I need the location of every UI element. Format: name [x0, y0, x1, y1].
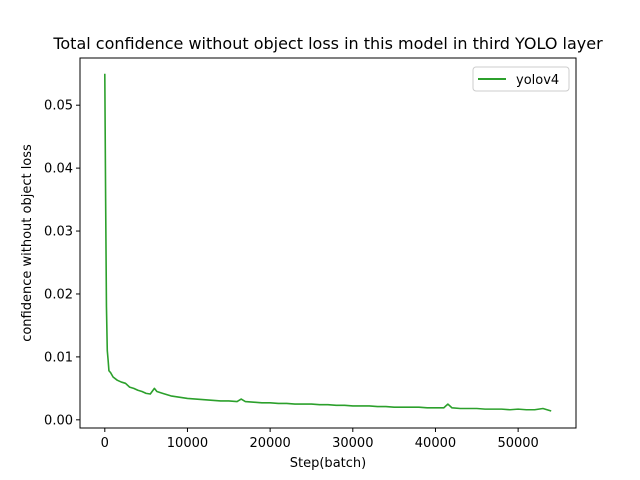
x-tick-label: 50000: [497, 436, 538, 451]
y-axis-label: confidence without object loss: [20, 144, 35, 342]
chart-title: Total confidence without object loss in …: [52, 34, 603, 53]
x-tick-label: 0: [101, 436, 109, 451]
plot-area: [104, 73, 552, 412]
plot-frame: [79, 57, 577, 429]
legend-box: [472, 66, 570, 92]
x-tick-label: 40000: [415, 436, 456, 451]
x-axis-label: Step(batch): [290, 456, 366, 471]
y-tick-label: 0.04: [44, 162, 73, 177]
y-tick-label: 0.00: [44, 413, 73, 428]
y-tick-label: 0.05: [44, 99, 73, 114]
series-line-yolov4: [104, 73, 552, 412]
y-tick-label: 0.03: [44, 225, 73, 240]
y-tick-label: 0.02: [44, 287, 73, 302]
x-tick-label: 30000: [332, 436, 373, 451]
legend-label: yolov4: [516, 73, 559, 88]
y-tick-label: 0.01: [44, 350, 73, 365]
legend: yolov4: [472, 66, 570, 92]
x-axis: 0 10000 20000 30000 40000 50000: [101, 428, 539, 451]
y-axis: 0.00 0.01 0.02 0.03 0.04 0.05: [44, 99, 80, 428]
x-tick-label: 10000: [167, 436, 208, 451]
x-tick-label: 20000: [249, 436, 290, 451]
